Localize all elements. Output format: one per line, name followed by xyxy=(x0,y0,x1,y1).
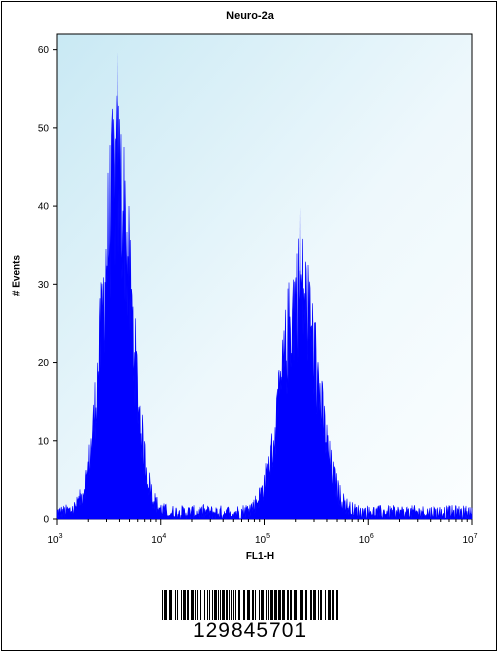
barcode-bar xyxy=(204,590,205,620)
barcode-bar xyxy=(209,590,210,620)
barcode-bar xyxy=(218,590,219,620)
barcode-bar xyxy=(270,590,273,620)
axes: 0 10 20 30 40 50 60 103 104 105 106 107 xyxy=(38,45,478,546)
barcode-bar xyxy=(187,590,189,620)
barcode-bar xyxy=(235,590,236,620)
barcode-bar xyxy=(278,590,281,620)
barcode-bar xyxy=(332,590,334,620)
barcode-bar xyxy=(282,590,285,620)
barcode-bar xyxy=(162,590,163,620)
histogram-area xyxy=(56,95,473,520)
barcode-bar xyxy=(226,590,228,620)
barcode-bar xyxy=(191,590,194,620)
barcode-bar xyxy=(318,590,319,620)
barcode-bar xyxy=(200,590,201,620)
barcode-bar xyxy=(266,590,267,620)
x-tick-label: 106 xyxy=(359,533,374,546)
x-axis-label: FL1-H xyxy=(245,551,275,562)
barcode-bar xyxy=(294,590,297,620)
barcode-bar xyxy=(229,590,230,620)
barcode-bar xyxy=(290,590,292,620)
barcode-bar xyxy=(197,590,198,620)
histogram-bars xyxy=(56,49,473,520)
barcode-bar xyxy=(177,590,178,620)
barcode-bar xyxy=(181,590,182,620)
y-tick-label: 60 xyxy=(38,45,50,56)
barcode-bar xyxy=(268,590,269,620)
x-tick-label: 104 xyxy=(151,533,166,546)
y-tick-label: 50 xyxy=(38,123,50,134)
barcode-bar xyxy=(287,590,289,620)
barcode-bar xyxy=(325,590,326,620)
histogram-plot: 0 10 20 30 40 50 60 103 104 105 106 107 xyxy=(38,33,478,546)
barcode-bar xyxy=(175,590,176,620)
barcode-bar xyxy=(214,590,217,620)
y-tick-label: 0 xyxy=(43,515,49,526)
barcode-bar xyxy=(183,590,186,620)
y-tick-label: 40 xyxy=(38,202,50,213)
barcode-number: 129845701 xyxy=(192,619,308,642)
barcode-bar xyxy=(328,590,331,620)
barcode-bar xyxy=(164,590,167,620)
barcode-bar xyxy=(300,590,303,620)
barcode-bar xyxy=(231,590,232,620)
barcode-bar xyxy=(243,590,245,620)
barcode-bar xyxy=(222,590,225,620)
barcode-bar xyxy=(238,590,240,620)
barcode-bar xyxy=(259,590,260,620)
y-tick-label: 30 xyxy=(38,280,50,291)
peak-1 xyxy=(115,49,119,519)
chart-title: Neuro-2a xyxy=(226,10,274,22)
barcode-graphic xyxy=(162,590,338,620)
barcode-bar xyxy=(336,590,338,620)
x-tick-label: 103 xyxy=(47,533,62,546)
barcode-bar xyxy=(310,590,312,620)
y-tick-label: 10 xyxy=(38,436,50,447)
x-tick-label: 105 xyxy=(255,533,270,546)
barcode-bar xyxy=(320,590,322,620)
barcode-bar xyxy=(207,590,208,620)
barcode-bar xyxy=(169,590,172,620)
barcode-bar xyxy=(261,590,264,620)
barcode-bar xyxy=(252,590,254,620)
barcode-bar xyxy=(247,590,250,620)
barcode-bar xyxy=(195,590,196,620)
barcode-bar xyxy=(313,590,316,620)
barcode-bar xyxy=(305,590,307,620)
x-tick-label: 107 xyxy=(462,533,477,546)
barcode-bar xyxy=(212,590,213,620)
barcode-bar xyxy=(255,590,256,620)
peak-2 xyxy=(298,206,302,519)
y-tick-label: 20 xyxy=(38,358,50,369)
barcode-bar xyxy=(220,590,221,620)
barcode-bar xyxy=(274,590,277,620)
barcode-bar xyxy=(233,590,234,620)
